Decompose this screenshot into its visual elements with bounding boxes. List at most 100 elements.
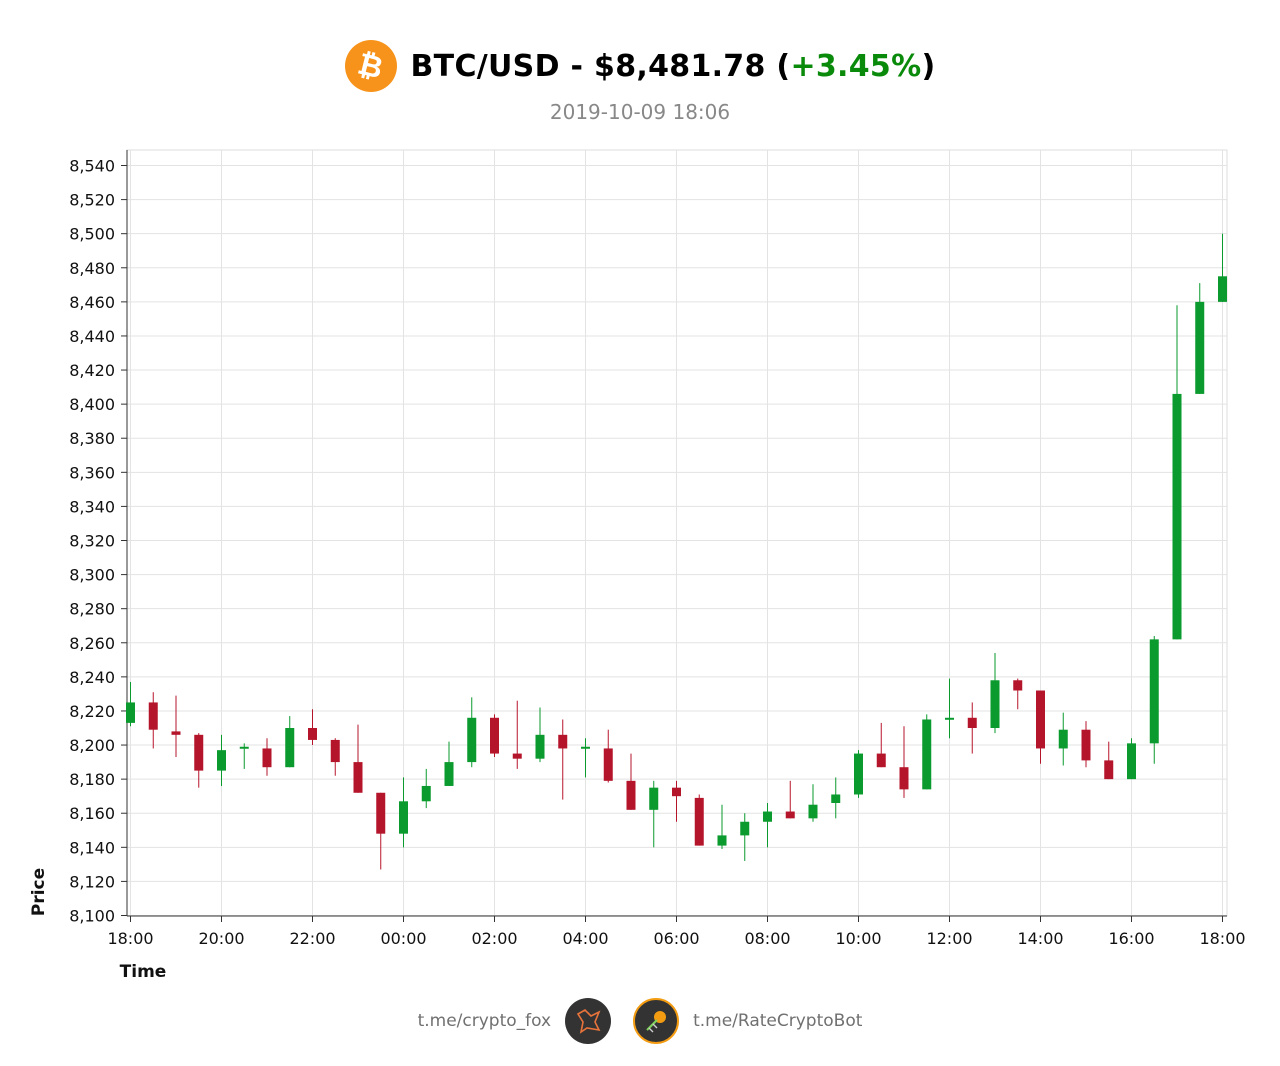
x-tick-label: 18:00 (107, 929, 153, 948)
candle-body-up (581, 746, 590, 749)
close-paren: ) (921, 48, 936, 84)
candle-body-up (1195, 301, 1205, 394)
x-tick-label: 14:00 (1017, 929, 1063, 948)
candle-body-up (831, 794, 841, 803)
y-tick-label: 8,140 (69, 838, 115, 857)
y-tick-label: 8,280 (69, 600, 115, 619)
candle-body-down (376, 792, 386, 834)
y-tick-label: 8,200 (69, 736, 115, 755)
candle-body-up (217, 750, 226, 771)
candle-body-up (1127, 743, 1136, 780)
candle-body-down (785, 811, 795, 819)
y-tick-label: 8,120 (69, 872, 115, 891)
y-tick-label: 8,300 (69, 566, 115, 585)
candle-body-down (694, 797, 704, 846)
x-tick-label: 00:00 (380, 929, 426, 948)
y-tick-label: 8,520 (69, 191, 115, 210)
y-tick-label: 8,500 (69, 225, 115, 244)
x-tick-label: 18:00 (1199, 929, 1245, 948)
candle-body-up (126, 702, 135, 723)
candle-body-down (967, 717, 977, 728)
change-label: +3.45% (790, 48, 922, 84)
chart-title: BTC/USD - $8,481.78 (+3.45%) (411, 49, 936, 84)
bitcoin-icon: ₿ (344, 40, 397, 92)
x-tick-label: 20:00 (198, 929, 244, 948)
y-tick-label: 8,460 (69, 293, 115, 312)
footer: t.me/crypto_fox t.me/RateCryptoBot (0, 996, 1280, 1046)
x-tick-label: 02:00 (471, 929, 517, 948)
candle-body-up (535, 734, 545, 759)
y-tick-label: 8,160 (69, 804, 115, 823)
candle-body-up (421, 785, 431, 802)
x-tick-label: 22:00 (289, 929, 335, 948)
x-tick-label: 06:00 (653, 929, 699, 948)
candle-body-up (990, 680, 1000, 728)
x-tick-label: 16:00 (1108, 929, 1154, 948)
candle-body-up (467, 717, 477, 763)
candle-body-up (399, 801, 408, 834)
candle-body-down (876, 753, 886, 768)
candle-body-up (649, 787, 659, 810)
chart-datetime: 2019-10-09 18:06 (549, 100, 731, 124)
candlestick-chart: 8,100 8,120 8,140 8,160 8,180 8,200 8,220 8,240… (29, 149, 1246, 982)
y-tick-label: 8,100 (69, 907, 115, 926)
y-tick-label: 8,360 (69, 463, 115, 482)
bot-icon[interactable] (633, 998, 680, 1044)
candle-body-down (262, 748, 272, 768)
candle-body-up (1149, 639, 1159, 744)
candle-body-up (922, 719, 932, 790)
candle-body-up (740, 821, 750, 836)
crypto-fox-link[interactable]: t.me/crypto_fox (417, 1011, 552, 1031)
candle-body-up (945, 717, 954, 720)
y-tick-label: 8,380 (69, 429, 115, 448)
candle-body-up (444, 762, 454, 786)
candle-body-down (194, 734, 204, 771)
y-tick-label: 8,220 (69, 702, 115, 721)
y-tick-label: 8,180 (69, 770, 115, 789)
rate-crypto-bot-link[interactable]: t.me/RateCryptoBot (693, 1011, 863, 1031)
candle-body-down (1104, 760, 1114, 780)
candle-body-up (1218, 276, 1227, 302)
candle-body-down (1036, 690, 1045, 749)
candle-body-down (353, 762, 363, 793)
candle-body-up (854, 753, 863, 795)
x-tick-label: 10:00 (835, 929, 881, 948)
candle-body-down (672, 787, 681, 797)
candle-body-up (717, 835, 727, 846)
candle-body-down (626, 780, 636, 810)
y-tick-label: 8,480 (69, 259, 115, 278)
candle-body-down (558, 734, 568, 749)
x-tick-label: 04:00 (562, 929, 608, 948)
open-paren: ( (765, 48, 791, 84)
y-tick-label: 8,240 (69, 668, 115, 687)
candle-body-down (899, 767, 909, 790)
candle-body-down (148, 702, 158, 730)
candle-body-down (330, 739, 340, 763)
x-tick-label: 08:00 (744, 929, 790, 948)
pair-label: BTC/USD (410, 48, 560, 84)
y-tick-label: 8,340 (69, 497, 115, 516)
candle-body-up (1172, 393, 1182, 640)
candle-body-down (603, 748, 613, 781)
chart-header: ₿ BTC/USD - $8,481.78 (+3.45%) (0, 38, 1280, 94)
fox-icon[interactable] (565, 998, 612, 1044)
candle-body-up (763, 811, 772, 822)
candle-body-up (1058, 729, 1068, 749)
y-tick-label: 8,440 (69, 327, 115, 346)
candle-body-down (1081, 729, 1091, 761)
candle-body-down (490, 717, 499, 754)
candle-body-up (239, 746, 249, 749)
x-tick-label: 12:00 (926, 929, 972, 948)
price-label: $8,481.78 (594, 48, 766, 84)
candle-body-down (512, 753, 522, 759)
y-tick-label: 8,320 (69, 532, 115, 551)
y-tick-label: 8,400 (69, 395, 115, 414)
x-axis-title: Time (120, 962, 167, 982)
candle-body-down (1013, 680, 1023, 691)
y-axis-title: Price (29, 868, 49, 916)
title-separator: - (559, 48, 595, 84)
candle-body-up (808, 804, 818, 819)
candle-body-up (285, 728, 295, 768)
candle-body-down (308, 728, 317, 740)
y-tick-label: 8,420 (69, 361, 115, 380)
